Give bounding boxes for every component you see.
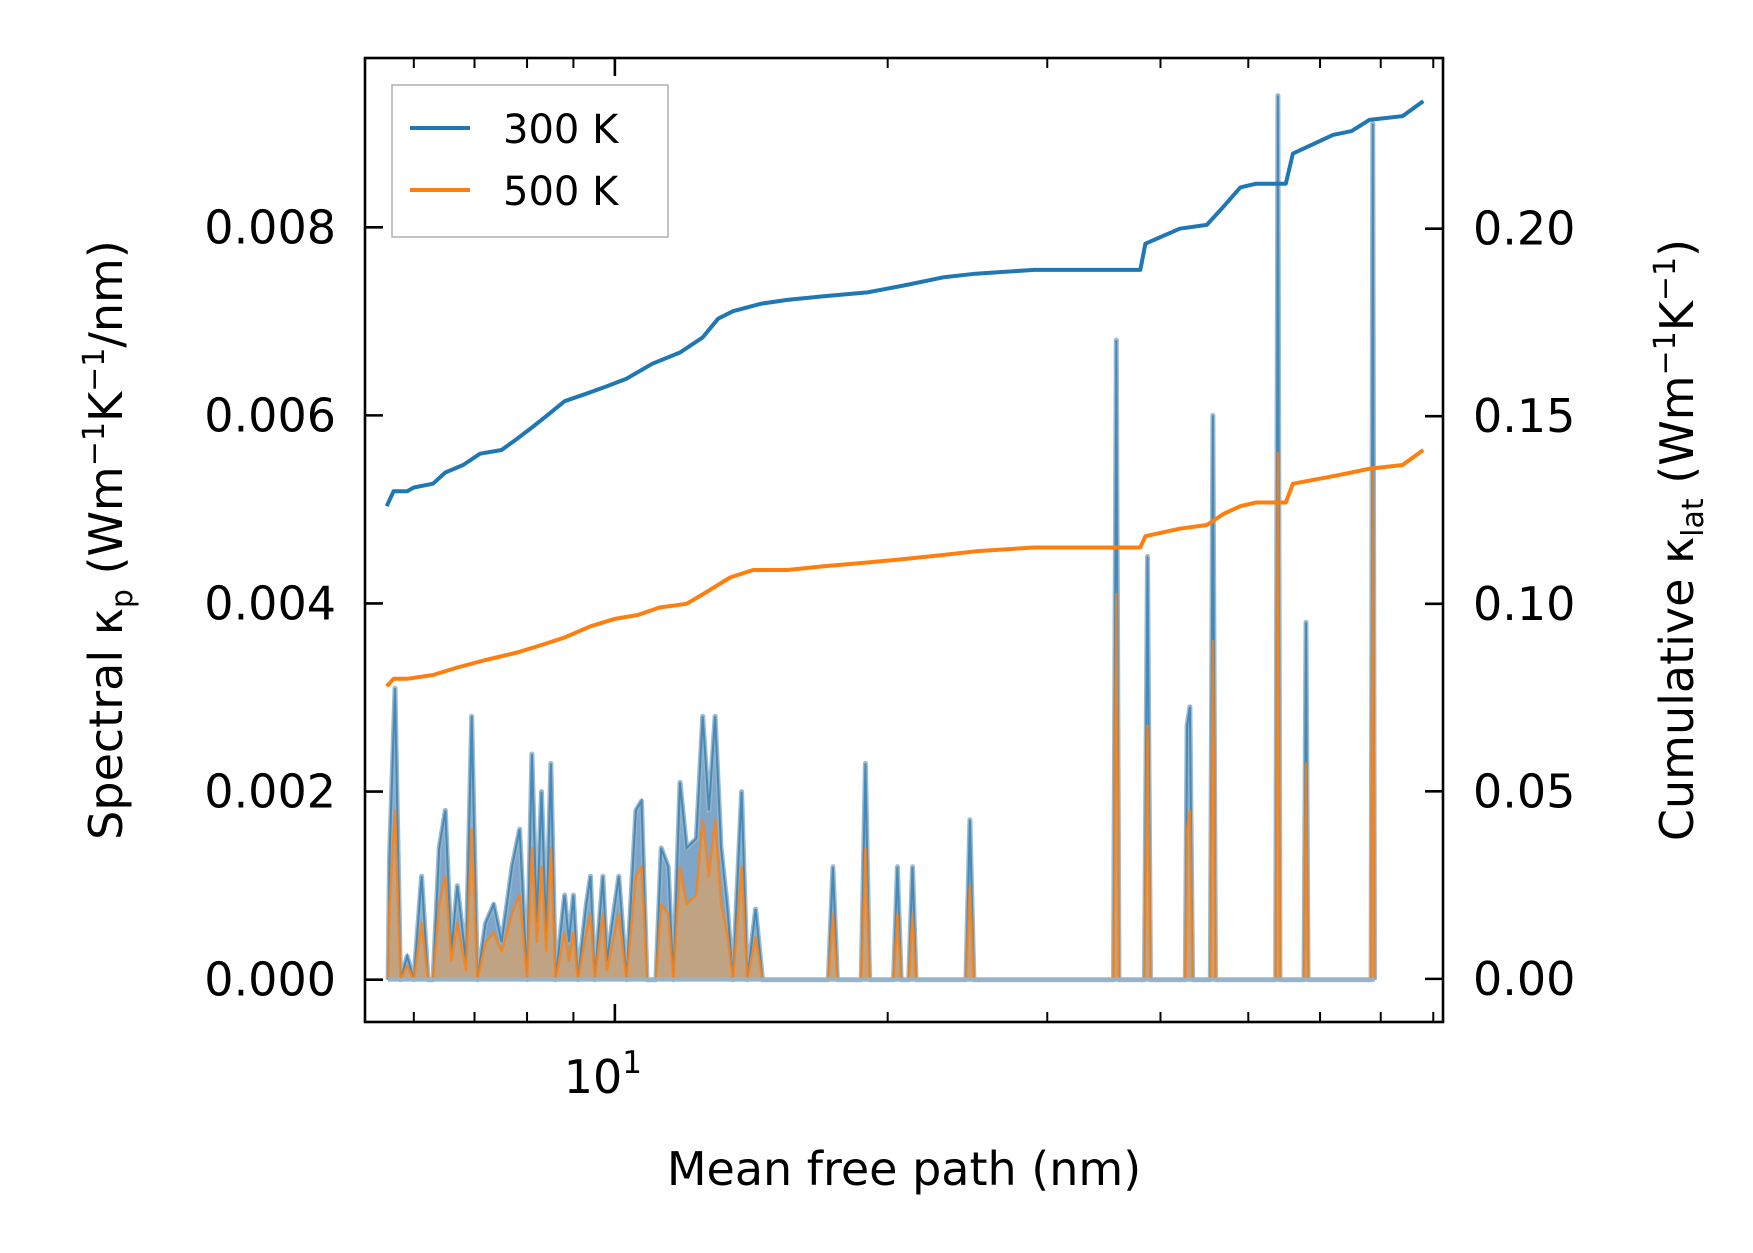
y-left-tick-label: 0.006 <box>204 388 336 442</box>
y-right-label-sup2: −1 <box>1648 257 1683 301</box>
y-left-tick-label: 0.004 <box>204 576 336 630</box>
spectral-fill-layer <box>385 93 1377 983</box>
y-right-label-mid: K <box>1650 299 1704 331</box>
y-right-label-text: Cumulative κ <box>1650 537 1704 841</box>
y-left-tick-label: 0.000 <box>204 953 336 1007</box>
plot-frame <box>363 56 1445 1024</box>
legend: 300 K 500 K <box>391 84 669 238</box>
y-left-label-sup2: −1 <box>77 348 112 392</box>
legend-label-500K: 500 K <box>503 169 620 215</box>
y-left-label-mid: K <box>79 390 133 422</box>
y-left-label-sub: p <box>105 589 140 608</box>
cumulative-line-500K <box>385 448 1425 688</box>
x-tick-label: 101 <box>564 1045 642 1104</box>
plot-area <box>384 93 1425 983</box>
cumulative-line-layer <box>384 99 1425 688</box>
y-left-label-text: Spectral κ <box>79 608 133 840</box>
legend-box <box>391 84 669 238</box>
tick-marks <box>365 58 1443 1022</box>
y-right-label-unit-close: ) <box>1650 239 1704 257</box>
y-left-label-sup1: −1 <box>77 422 112 466</box>
y-right-tick-label: 0.20 <box>1473 202 1575 256</box>
y-left-tick-label: 0.008 <box>204 200 336 254</box>
x-axis-label: Mean free path (nm) <box>667 1142 1141 1196</box>
y-left-label-unit-close: /nm) <box>79 240 133 347</box>
y-right-tick-label: 0.00 <box>1473 952 1575 1006</box>
y-right-tick-label: 0.05 <box>1473 764 1575 818</box>
cumulative-line-300K <box>384 99 1425 508</box>
y-right-label-unit-open: (Wm <box>1650 375 1704 498</box>
y-axis-left-label: Spectral κp (Wm−1K−1/nm) <box>77 240 140 840</box>
y-left-label-unit-open: (Wm <box>79 466 133 589</box>
y-right-label-sup1: −1 <box>1648 331 1683 375</box>
y-right-tick-label: 0.15 <box>1473 389 1575 443</box>
tick-labels: 0.000 0.002 0.004 0.006 0.008 0.00 0.05 0.10 0.1… <box>204 200 1575 1104</box>
legend-label-300K: 300 K <box>503 107 620 153</box>
y-right-tick-label: 0.10 <box>1473 577 1575 631</box>
y-axis-right-label: Cumulative κlat (Wm−1K−1) <box>1648 239 1711 841</box>
y-right-label-sub: lat <box>1676 498 1711 537</box>
y-left-tick-label: 0.002 <box>204 765 336 819</box>
